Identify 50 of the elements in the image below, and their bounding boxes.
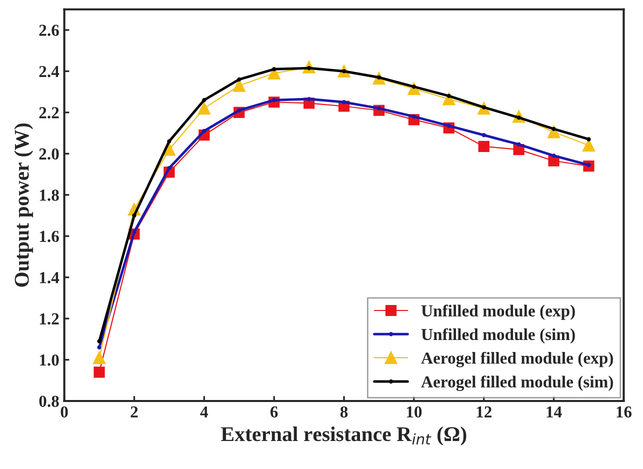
y-tick-label: 2.6 [39, 24, 59, 36]
point [132, 213, 136, 218]
point [94, 366, 105, 378]
y-tick-label: 1.4 [40, 272, 60, 284]
point [202, 98, 206, 102]
legend-label: Unfilled module (exp) [421, 304, 575, 320]
point [412, 114, 416, 119]
x-tick-label: 8 [340, 406, 348, 418]
point [162, 143, 176, 156]
y-tick-label: 1.6 [40, 230, 59, 242]
legend-label: Aerogel filled module (exp) [421, 352, 613, 368]
x-tick-label: 6 [270, 406, 278, 418]
point [552, 126, 556, 132]
x-tick-label: 12 [476, 406, 492, 418]
point [306, 96, 312, 102]
x-tick-label: 16 [616, 406, 632, 418]
point [482, 133, 486, 138]
point [516, 142, 521, 146]
x-tick-label: 2 [130, 406, 138, 418]
x-tick-label: 0 [60, 406, 68, 418]
point [202, 128, 206, 134]
point [446, 94, 451, 98]
point [198, 102, 210, 115]
legend-label: Aerogel filled module (sim) [421, 376, 613, 391]
point [167, 166, 172, 170]
point [478, 140, 490, 152]
point [582, 139, 595, 152]
x-tick-label: 4 [200, 406, 208, 418]
point [586, 137, 591, 142]
point [167, 139, 172, 144]
point [342, 100, 346, 104]
point [93, 351, 106, 364]
point [97, 345, 102, 350]
point [552, 154, 556, 158]
x-tick-label: 14 [546, 406, 562, 418]
y-tick-label: 2.0 [39, 148, 59, 160]
x-tick-label: 10 [406, 406, 422, 418]
y-tick-label: 2.4 [39, 66, 60, 78]
y-tick-label: 1.8 [40, 190, 59, 201]
point [272, 67, 276, 72]
point [97, 339, 102, 344]
y-tick-label: 1.0 [40, 354, 59, 366]
legend-label: Unfilled module (sim) [421, 328, 575, 344]
y-tick-label: 1.2 [40, 313, 59, 325]
point [237, 77, 242, 82]
x-axis-title: External resistance R$_{int}$ (Ω) [221, 426, 466, 446]
point [268, 67, 280, 80]
y-tick-label: 0.8 [39, 396, 59, 408]
y-tick-label: 2.2 [39, 107, 59, 118]
y-axis-title: Output power (W) [14, 124, 34, 287]
